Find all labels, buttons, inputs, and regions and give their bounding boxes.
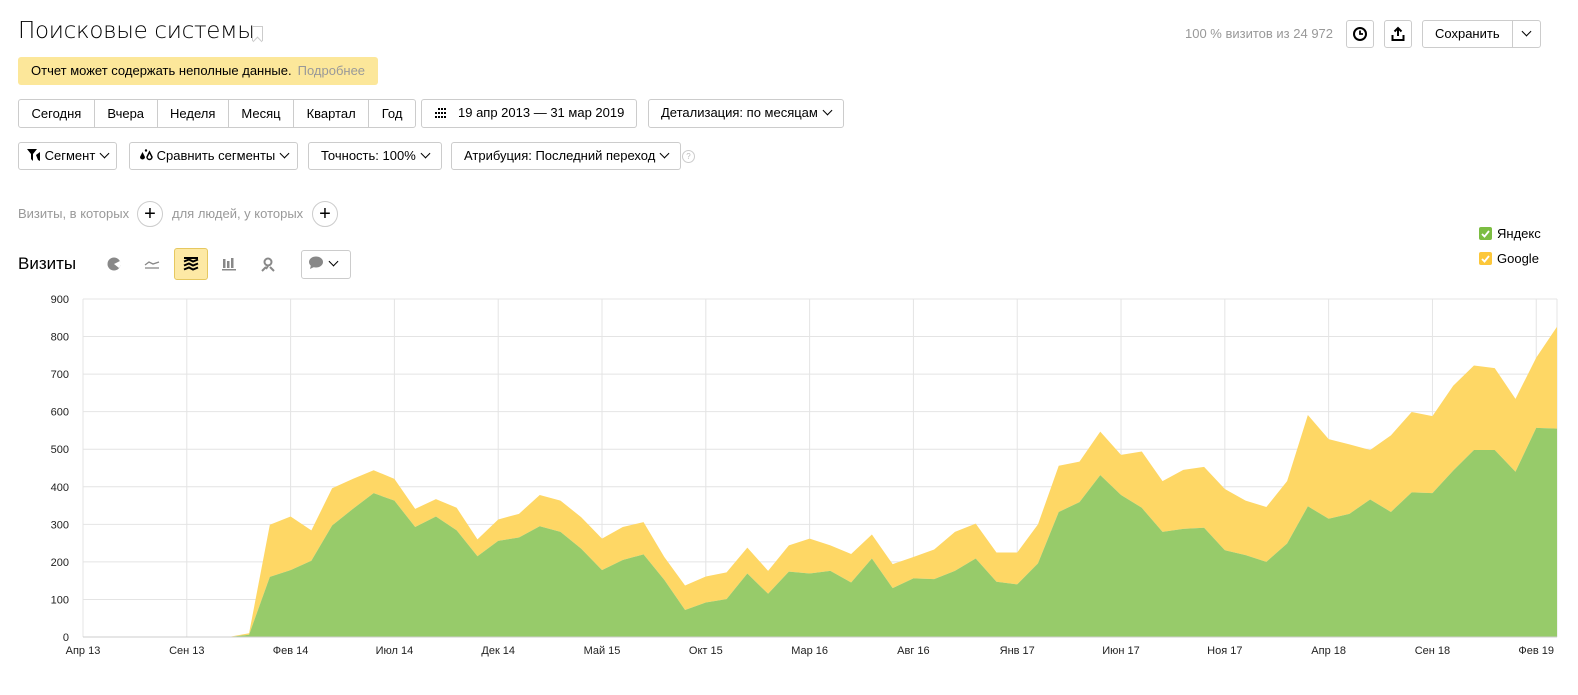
period-year[interactable]: Год [381, 106, 403, 121]
yandex-area [83, 427, 1557, 637]
compare-label: Сравнить сегменты [156, 148, 276, 163]
compare-segments-button[interactable]: Сравнить сегменты [129, 142, 299, 170]
incomplete-data-warning: Отчет может содержать неполные данные. По… [18, 57, 379, 85]
segment-label: Сегмент [44, 148, 96, 163]
date-range-text: 19 апр 2013 — 31 мар 2019 [458, 105, 625, 120]
y-tick-label: 600 [51, 407, 69, 419]
chevron-down-icon [659, 148, 670, 159]
y-tick-label: 900 [51, 294, 69, 306]
chevron-down-icon [279, 148, 290, 159]
y-tick-label: 200 [51, 557, 69, 569]
save-control: Сохранить [1422, 20, 1541, 48]
pie-chart-icon [107, 257, 121, 271]
people-condition-label: для людей, у которых [172, 206, 304, 221]
history-button[interactable] [1346, 20, 1374, 48]
share-icon [1391, 26, 1405, 41]
legend-label: Google [1497, 251, 1539, 266]
chevron-down-icon [822, 105, 833, 116]
period-quarter[interactable]: Квартал [294, 100, 370, 127]
map-chart-button[interactable] [252, 249, 284, 279]
period-month[interactable]: Месяц [229, 100, 295, 127]
google-area [83, 326, 1557, 637]
accuracy-dropdown[interactable]: Точность: 100% [308, 142, 442, 170]
add-people-condition-button[interactable]: + [312, 201, 338, 227]
x-tick-label: Окт 15 [689, 645, 723, 657]
y-tick-label: 400 [51, 482, 69, 494]
y-tick-label: 0 [63, 632, 69, 644]
area-chart-button[interactable] [174, 248, 208, 280]
checkbox-checked-icon [1479, 252, 1492, 265]
y-tick-label: 100 [51, 594, 69, 606]
accuracy-label: Точность: 100% [321, 148, 416, 163]
y-tick-label: 500 [51, 444, 69, 456]
calendar-icon [435, 108, 446, 118]
y-tick-label: 800 [51, 332, 69, 344]
save-dropdown-button[interactable] [1511, 21, 1540, 47]
x-tick-label: Апр 18 [1311, 645, 1346, 657]
bookmark-icon[interactable] [252, 26, 263, 41]
chevron-down-icon [420, 148, 431, 159]
chevron-down-icon [328, 256, 339, 267]
x-tick-label: Янв 17 [1000, 645, 1035, 657]
filter-icon [27, 149, 40, 161]
visits-stats: 100 % визитов из 24 972 [1185, 26, 1334, 41]
period-yesterday[interactable]: Вчера [95, 100, 158, 127]
map-pin-icon [261, 257, 275, 272]
bar-chart-button[interactable] [213, 249, 245, 279]
comment-icon [309, 256, 323, 269]
x-tick-label: Июн 17 [1102, 645, 1140, 657]
x-tick-label: Мар 16 [791, 645, 828, 657]
chevron-down-icon [99, 148, 110, 159]
x-tick-label: Сен 13 [169, 645, 204, 657]
line-chart-button[interactable] [136, 249, 168, 279]
pie-chart-button[interactable] [98, 249, 130, 279]
chevron-down-icon [1521, 26, 1532, 37]
period-week[interactable]: Неделя [158, 100, 229, 127]
x-tick-label: Фев 19 [1518, 645, 1554, 657]
stacked-area-icon [183, 257, 199, 271]
x-tick-label: Май 15 [584, 645, 621, 657]
x-tick-label: Дек 14 [481, 645, 515, 657]
x-tick-label: Авг 16 [897, 645, 929, 657]
x-tick-label: Фев 14 [273, 645, 309, 657]
period-today[interactable]: Сегодня [19, 100, 95, 127]
add-visit-condition-button[interactable]: + [137, 201, 163, 227]
date-range-button[interactable]: 19 апр 2013 — 31 мар 2019 [421, 99, 638, 128]
visits-condition-label: Визиты, в которых [18, 206, 130, 221]
y-tick-label: 300 [51, 519, 69, 531]
legend-google[interactable]: Google [1479, 251, 1539, 266]
chart-title: Визиты [18, 254, 77, 273]
detail-label: Детализация: по месяцам [661, 105, 818, 120]
more-link[interactable]: Подробнее [297, 63, 366, 78]
x-tick-label: Сен 18 [1415, 645, 1450, 657]
warning-text: Отчет может содержать неполные данные. [31, 63, 292, 78]
export-button[interactable] [1384, 20, 1412, 48]
legend-label: Яндекс [1497, 226, 1541, 241]
save-button[interactable]: Сохранить [1435, 26, 1500, 41]
clock-icon [1353, 27, 1367, 41]
attribution-dropdown[interactable]: Атрибуция: Последний переход [451, 142, 682, 170]
x-tick-label: Ноя 17 [1207, 645, 1242, 657]
line-chart-icon [144, 261, 160, 269]
page-title: Поисковые системы [18, 18, 255, 44]
x-tick-label: Июл 14 [376, 645, 414, 657]
period-selector: Сегодня Вчера Неделя Месяц Квартал Год [18, 99, 416, 128]
visits-area-chart: 0 100 200 300 400 500 600 700 800 900 Апр 13 Сен 13… [51, 294, 1558, 657]
help-icon[interactable]: ? [682, 150, 695, 163]
plus-icon: + [319, 203, 331, 225]
legend-yandex[interactable]: Яндекс [1479, 226, 1541, 241]
annotations-dropdown[interactable] [301, 250, 351, 279]
attribution-label: Атрибуция: Последний переход [464, 148, 656, 163]
segment-button[interactable]: Сегмент [18, 142, 118, 170]
checkbox-checked-icon [1479, 227, 1492, 240]
bar-chart-icon [222, 258, 236, 271]
plus-icon: + [144, 203, 156, 225]
y-tick-label: 700 [51, 369, 69, 381]
detail-dropdown[interactable]: Детализация: по месяцам [648, 99, 844, 128]
drops-icon [140, 149, 153, 161]
x-tick-label: Апр 13 [66, 645, 101, 657]
